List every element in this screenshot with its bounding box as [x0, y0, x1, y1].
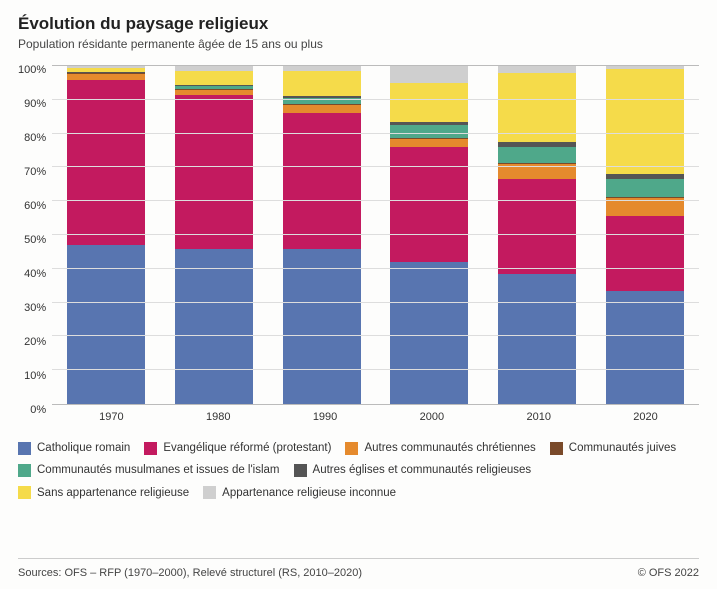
gridline	[52, 234, 699, 235]
gridline	[52, 268, 699, 269]
bar-segment-sans	[175, 71, 253, 85]
legend-swatch	[550, 442, 563, 455]
bar-column	[390, 66, 468, 404]
legend-item-autres_rel: Autres églises et communautés religieuse…	[294, 461, 532, 479]
plot-area	[52, 65, 699, 405]
chart-title: Évolution du paysage religieux	[18, 14, 699, 34]
bar-segment-sans	[606, 69, 684, 174]
legend-item-musulmanes: Communautés musulmanes et issues de l'is…	[18, 461, 280, 479]
legend-item-inconnue: Appartenance religieuse inconnue	[203, 484, 396, 502]
gridline	[52, 200, 699, 201]
bar-segment-protestant	[390, 147, 468, 262]
legend-label: Communautés musulmanes et issues de l'is…	[37, 461, 280, 479]
bar-segment-autres_chret	[390, 139, 468, 147]
bar-segment-protestant	[67, 80, 145, 246]
bars-group	[52, 66, 699, 404]
legend-label: Communautés juives	[569, 439, 676, 457]
gridline	[52, 369, 699, 370]
bar-segment-protestant	[175, 95, 253, 249]
bar-segment-catholique	[283, 249, 361, 404]
gridline	[52, 99, 699, 100]
legend-item-sans: Sans appartenance religieuse	[18, 484, 189, 502]
bar-column	[67, 66, 145, 404]
legend-label: Autres églises et communautés religieuse…	[313, 461, 532, 479]
bar-segment-sans	[390, 83, 468, 122]
bar-segment-catholique	[498, 274, 576, 404]
bar-segment-protestant	[283, 113, 361, 248]
legend-item-protestant: Evangélique réformé (protestant)	[144, 439, 331, 457]
legend-swatch	[18, 486, 31, 499]
legend-item-catholique: Catholique romain	[18, 439, 130, 457]
bar-segment-musulmanes	[606, 179, 684, 197]
chart-body: 100%90%80%70%60%50%40%30%20%10%0%	[18, 65, 699, 405]
legend-label: Autres communautés chrétiennes	[364, 439, 535, 457]
x-tick-label: 2010	[500, 411, 578, 423]
bar-segment-catholique	[606, 291, 684, 404]
legend-swatch	[294, 464, 307, 477]
bar-segment-sans	[283, 71, 361, 96]
bar-segment-musulmanes	[498, 147, 576, 163]
legend-item-juives: Communautés juives	[550, 439, 676, 457]
legend-swatch	[18, 442, 31, 455]
bar-column	[606, 66, 684, 404]
x-axis: 1970 1980 1990 2000 2010 2020	[58, 411, 699, 423]
bar-column	[283, 66, 361, 404]
x-tick-label: 2020	[607, 411, 685, 423]
gridline	[52, 166, 699, 167]
bar-segment-protestant	[498, 179, 576, 274]
legend-swatch	[345, 442, 358, 455]
bar-segment-catholique	[390, 262, 468, 404]
legend: Catholique romain Evangélique réformé (pr…	[18, 439, 699, 502]
bar-column	[498, 66, 576, 404]
x-tick-label: 2000	[393, 411, 471, 423]
bar-column	[175, 66, 253, 404]
y-axis: 100%90%80%70%60%50%40%30%20%10%0%	[18, 65, 52, 405]
bar-segment-catholique	[67, 245, 145, 404]
copyright-text: © OFS 2022	[638, 567, 699, 579]
bar-segment-catholique	[175, 249, 253, 404]
footer: Sources: OFS – RFP (1970–2000), Relevé s…	[18, 558, 699, 579]
bar-segment-inconnue	[498, 66, 576, 73]
bar-segment-protestant	[606, 216, 684, 290]
source-text: Sources: OFS – RFP (1970–2000), Relevé s…	[18, 567, 362, 579]
x-tick-label: 1980	[179, 411, 257, 423]
legend-swatch	[203, 486, 216, 499]
bar-segment-inconnue	[390, 66, 468, 83]
x-tick-label: 1990	[286, 411, 364, 423]
bar-segment-musulmanes	[390, 125, 468, 138]
legend-swatch	[18, 464, 31, 477]
chart-subtitle: Population résidante permanente âgée de …	[18, 37, 699, 51]
legend-label: Sans appartenance religieuse	[37, 484, 189, 502]
legend-item-autres_chret: Autres communautés chrétiennes	[345, 439, 535, 457]
legend-label: Appartenance religieuse inconnue	[222, 484, 396, 502]
gridline	[52, 133, 699, 134]
legend-swatch	[144, 442, 157, 455]
legend-label: Evangélique réformé (protestant)	[163, 439, 331, 457]
gridline	[52, 302, 699, 303]
legend-label: Catholique romain	[37, 439, 130, 457]
chart-container: Évolution du paysage religieux Populatio…	[0, 0, 717, 589]
gridline	[52, 335, 699, 336]
x-tick-label: 1970	[72, 411, 150, 423]
bar-segment-autres_chret	[283, 105, 361, 113]
